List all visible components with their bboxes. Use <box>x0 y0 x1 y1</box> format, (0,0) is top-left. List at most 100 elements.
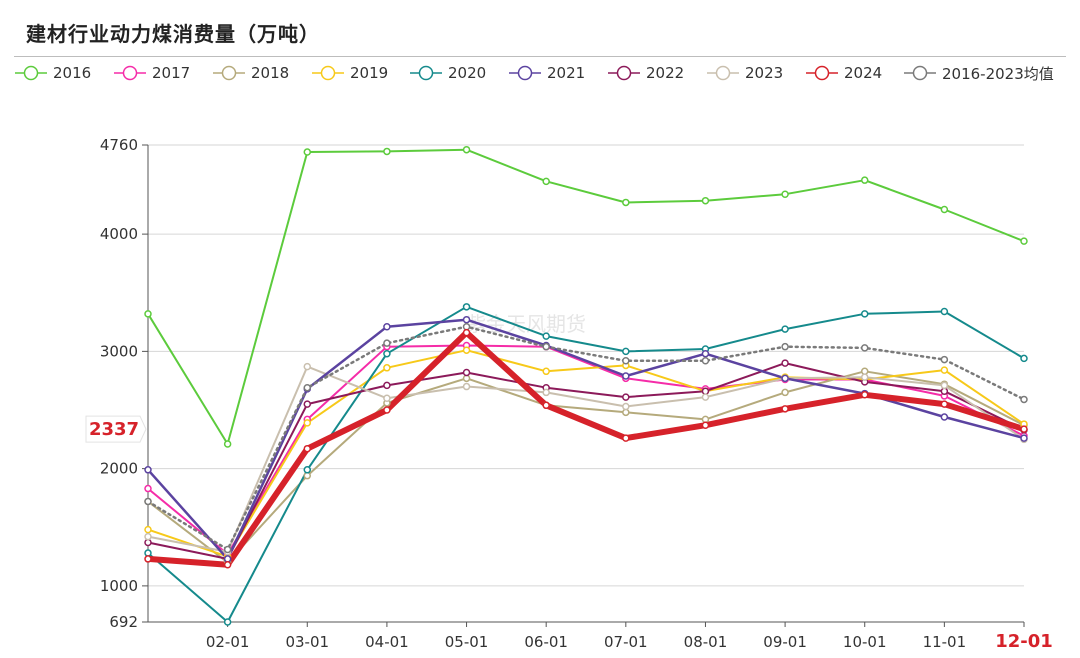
data-point-2016-2023均值 <box>304 385 310 391</box>
data-point-2016-2023均值 <box>702 358 708 364</box>
data-point-2020 <box>1021 355 1027 361</box>
data-point-2016-2023均值 <box>225 547 231 553</box>
data-point-2016 <box>225 441 231 447</box>
data-point-2019 <box>941 367 947 373</box>
data-point-2024 <box>623 435 629 441</box>
data-point-2016-2023均值 <box>1021 396 1027 402</box>
data-point-2016 <box>304 149 310 155</box>
data-point-2021 <box>145 467 151 473</box>
data-point-2016 <box>543 178 549 184</box>
data-point-2024 <box>702 422 708 428</box>
series-line-2020 <box>148 307 1024 622</box>
y-tick-label: 3000 <box>100 342 138 360</box>
data-point-2021 <box>464 317 470 323</box>
data-point-2016-2023均值 <box>464 324 470 330</box>
data-point-2023 <box>941 382 947 388</box>
y-tick-label: 4760 <box>100 136 138 154</box>
data-point-2016-2023均值 <box>384 340 390 346</box>
data-point-2020 <box>225 619 231 625</box>
data-point-2023 <box>304 364 310 370</box>
data-point-2022 <box>702 388 708 394</box>
y-tick-label: 1000 <box>100 577 138 595</box>
tick-labels: 692 1000 2000 3000 4000 4760 02-01 03-01 04-01 05… <box>86 136 1053 652</box>
series-line-2019 <box>148 350 1024 556</box>
data-point-2020 <box>623 348 629 354</box>
x-tick-label: 04-01 <box>365 633 409 651</box>
data-point-2023 <box>384 395 390 401</box>
data-point-2016 <box>862 177 868 183</box>
x-tick-label: 11-01 <box>923 633 967 651</box>
data-point-2022 <box>941 388 947 394</box>
data-point-2016-2023均值 <box>941 357 947 363</box>
x-tick-label-highlight: 12-01 <box>995 631 1053 652</box>
x-tick-label: 05-01 <box>445 633 489 651</box>
data-point-2023 <box>543 389 549 395</box>
data-point-2022 <box>304 401 310 407</box>
data-point-2024 <box>941 401 947 407</box>
data-point-2016 <box>145 311 151 317</box>
data-point-2023 <box>145 534 151 540</box>
y-tick-label: 692 <box>109 613 138 631</box>
data-point-2018 <box>623 409 629 415</box>
data-point-2019 <box>145 527 151 533</box>
series-line-2022 <box>148 363 1024 559</box>
data-point-2020 <box>543 333 549 339</box>
data-point-2020 <box>304 467 310 473</box>
data-point-2018 <box>702 416 708 422</box>
data-point-2021 <box>225 556 231 562</box>
y-tick-label: 4000 <box>100 225 138 243</box>
data-point-2020 <box>145 550 151 556</box>
data-point-2021 <box>1021 435 1027 441</box>
data-point-2016 <box>623 199 629 205</box>
data-point-2022 <box>782 360 788 366</box>
data-point-2019 <box>304 420 310 426</box>
data-point-2021 <box>782 375 788 381</box>
data-point-2024 <box>384 407 390 413</box>
data-point-2018 <box>304 473 310 479</box>
data-point-2024 <box>225 562 231 568</box>
x-tick-label: 07-01 <box>604 633 648 651</box>
data-point-2020 <box>862 311 868 317</box>
data-point-2018 <box>464 375 470 381</box>
data-point-2024 <box>1021 426 1027 432</box>
data-point-2016-2023均值 <box>782 344 788 350</box>
data-point-2023 <box>623 403 629 409</box>
data-point-2017 <box>145 486 151 492</box>
data-point-2020 <box>782 326 788 332</box>
x-tick-label: 08-01 <box>684 633 728 651</box>
data-point-2019 <box>543 368 549 374</box>
data-point-2021 <box>702 351 708 357</box>
data-point-2024 <box>782 406 788 412</box>
data-point-2016 <box>464 147 470 153</box>
data-point-2023 <box>862 374 868 380</box>
data-point-2024 <box>145 556 151 562</box>
data-point-2016-2023均值 <box>145 498 151 504</box>
data-point-2022 <box>145 540 151 546</box>
grid-lines <box>148 145 1024 586</box>
x-tick-label: 09-01 <box>763 633 807 651</box>
x-tick-label: 03-01 <box>285 633 329 651</box>
data-point-2016-2023均值 <box>543 344 549 350</box>
x-tick-label: 02-01 <box>206 633 250 651</box>
data-point-2016-2023均值 <box>862 345 868 351</box>
data-point-2020 <box>941 309 947 315</box>
highlight-value-label: 2337 <box>89 419 139 440</box>
data-point-2016 <box>384 148 390 154</box>
data-point-2024 <box>862 392 868 398</box>
data-point-2022 <box>384 382 390 388</box>
data-point-2024 <box>543 402 549 408</box>
x-tick-label: 10-01 <box>843 633 887 651</box>
data-point-2016 <box>941 206 947 212</box>
data-point-2022 <box>464 369 470 375</box>
data-point-2024 <box>304 446 310 452</box>
highlight-value-marker: 2337 <box>86 416 146 442</box>
x-tick-label: 06-01 <box>524 633 568 651</box>
data-point-2019 <box>384 365 390 371</box>
data-point-2018 <box>782 389 788 395</box>
data-point-2021 <box>384 324 390 330</box>
data-point-2020 <box>384 351 390 357</box>
data-point-2023 <box>464 384 470 390</box>
data-point-2021 <box>941 414 947 420</box>
data-point-2019 <box>464 347 470 353</box>
